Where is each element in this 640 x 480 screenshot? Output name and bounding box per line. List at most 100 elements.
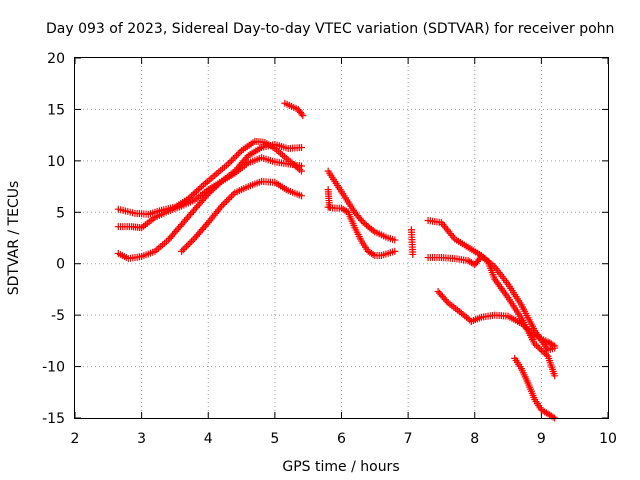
data-point [203,191,211,199]
y-axis-label: SDTVAR / TECUs [6,181,22,296]
data-point [551,372,559,380]
data-point [534,343,542,351]
data-point [189,190,197,198]
data-point [208,187,216,195]
data-point [186,239,194,247]
y-tick-label: 20 [47,51,65,67]
series-track-j [424,217,559,354]
data-point [188,192,196,200]
data-point [178,221,186,229]
y-tick-label: -15 [42,411,65,427]
data-point [198,225,206,233]
data-point [206,188,214,196]
data-point [298,143,306,151]
data-point [214,181,222,189]
data-point [181,244,189,252]
data-point [200,195,208,203]
data-point [209,185,217,193]
y-tick-label: 10 [47,154,65,170]
plot-frame [74,57,609,419]
data-point [194,186,202,194]
y-tick-label: 15 [47,102,65,118]
data-point [196,184,204,192]
y-tick-label: 5 [56,205,65,221]
data-point [200,224,208,232]
data-point [183,242,191,250]
data-point [175,224,183,232]
data-point [240,157,248,165]
x-tick-label: 4 [204,431,213,447]
data-point [185,212,193,220]
data-point [229,155,237,163]
data-point [191,234,199,242]
x-tick-label: 3 [137,431,146,447]
grid-lines [75,58,608,418]
data-point [176,222,184,230]
series-track-e [281,99,307,120]
data-point [197,227,205,235]
data-point [369,250,377,258]
data-point [167,233,175,241]
data-point [228,157,236,165]
data-point [532,341,540,349]
series-track-d [178,177,306,255]
data-point [529,330,537,338]
data-point [541,349,549,357]
data-point [181,217,189,225]
data-point [191,189,199,197]
data-point [519,321,527,329]
data-point [233,152,241,160]
data-point [231,153,239,161]
data-point [409,250,417,258]
data-point [539,348,547,356]
data-point [223,197,231,205]
x-tick-label: 6 [337,431,346,447]
data-point [361,220,369,228]
data-point [224,160,232,168]
data-point [359,218,367,226]
data-point [298,192,306,200]
data-point [226,158,234,166]
data-point [526,327,534,335]
data-point [179,246,187,254]
data-point [166,234,174,242]
data-point [201,222,209,230]
y-tick-label: -10 [42,360,65,376]
data-point [186,210,194,218]
data-point [517,319,525,327]
data-point [527,329,535,337]
data-point [443,297,451,305]
x-tick-label: 5 [270,431,279,447]
data-point [549,413,557,421]
data-point [204,190,212,198]
data-point [224,195,232,203]
data-point [229,190,237,198]
data-point [213,182,221,190]
data-point [536,345,544,353]
series-track-a [114,137,306,218]
series-track-l [434,287,559,350]
data-point [228,192,236,200]
data-point [549,341,557,349]
series-track-b [114,140,306,232]
series-track-c [114,154,306,263]
data-point [226,194,234,202]
data-point [192,232,200,240]
data-marks [114,99,559,422]
data-point [216,179,224,187]
data-point [188,209,196,217]
x-tick-label: 7 [404,431,413,447]
data-point [195,229,203,237]
x-tick-label: 9 [537,431,546,447]
x-axis-label: GPS time / hours [282,459,399,475]
data-point [184,241,192,249]
data-point [551,342,559,350]
data-point [194,231,202,239]
chart-title: Day 093 of 2023, Sidereal Day-to-day VTE… [46,21,614,37]
y-tick-label: 0 [56,257,65,273]
data-point [391,236,399,244]
data-point [298,110,306,118]
data-point [234,150,242,158]
data-point [173,226,181,234]
